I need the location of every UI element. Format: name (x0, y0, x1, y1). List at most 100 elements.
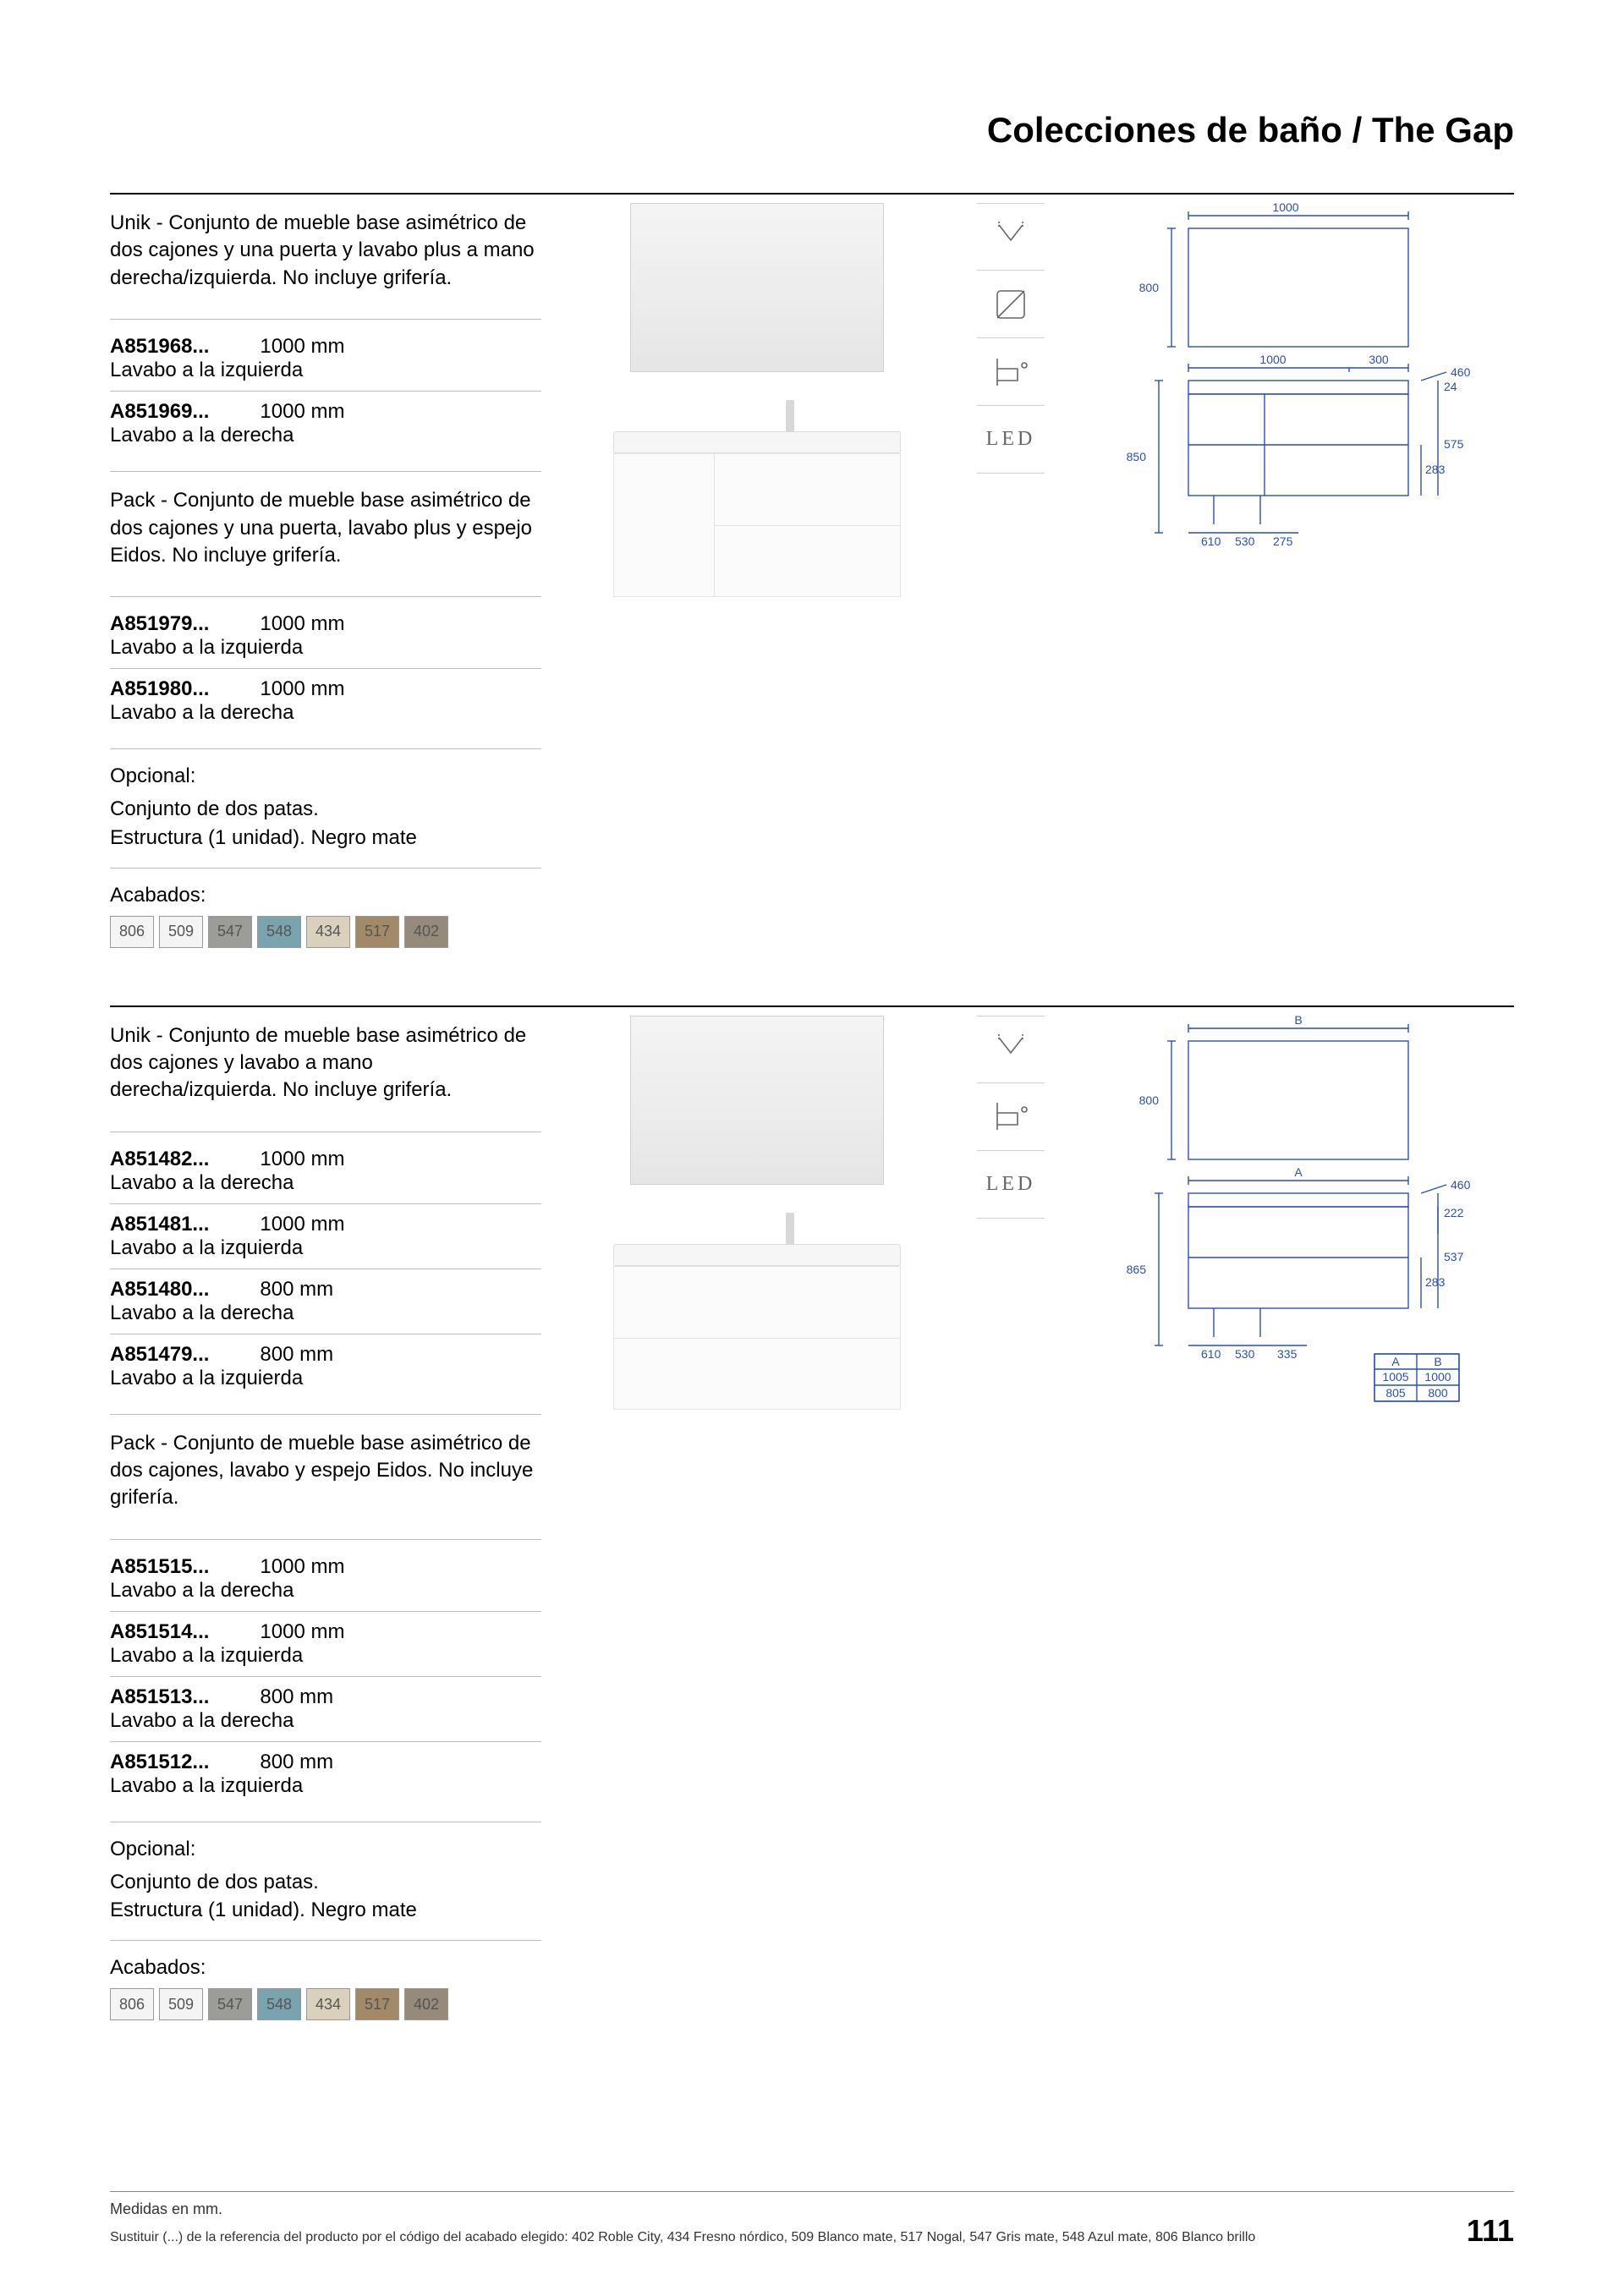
sku-note: Lavabo a la derecha (110, 1579, 541, 1603)
sku-size: 1000 mm (260, 1620, 344, 1644)
sku-code: A851479... (110, 1343, 209, 1367)
sku-group: A851482...1000 mmLavabo a la derechaA851… (110, 1132, 541, 1414)
wall-hung-icon (977, 1083, 1045, 1151)
sku-row: A851513...800 mm (110, 1685, 541, 1709)
wall-hung-icon (977, 338, 1045, 406)
sku-size: 1000 mm (260, 612, 344, 636)
svg-text:1005: 1005 (1382, 1370, 1408, 1384)
measures-note: Medidas en mm. (110, 2200, 1514, 2218)
technical-drawing: B 800 A 460 222 537 283 865 610 530 335 (1104, 1016, 1493, 1413)
sku-size: 1000 mm (260, 335, 344, 359)
optional-label: Opcional: (110, 1838, 541, 1861)
sku-row: A851482...1000 mm (110, 1148, 541, 1171)
finish-swatch: 806 (110, 1988, 154, 2020)
sku-row: A851515... 1000 mm (110, 1555, 541, 1579)
sku-row: A851480... 800 mm (110, 1278, 541, 1301)
finish-swatch: 517 (355, 1988, 399, 2020)
finish-swatch: 402 (404, 916, 448, 948)
sku-code: A851969... (110, 400, 209, 424)
svg-text:460: 460 (1451, 365, 1471, 379)
sku-code: A851514... (110, 1620, 209, 1644)
svg-text:850: 850 (1127, 450, 1147, 463)
svg-text:1000: 1000 (1259, 353, 1286, 366)
finish-swatch: 402 (404, 1988, 448, 2020)
svg-text:275: 275 (1273, 534, 1293, 548)
svg-text:A: A (1391, 1355, 1400, 1368)
sku-note: Lavabo a la izquierda (110, 1774, 541, 1798)
svg-text:575: 575 (1444, 437, 1464, 451)
sku-code: A851515... (110, 1555, 209, 1579)
sku-row: A851980... 1000 mm (110, 677, 541, 701)
sku-group: A851515...1000 mmLavabo a la derechaA851… (110, 1540, 541, 1822)
page-footer: Medidas en mm. Sustituir (...) de la ref… (110, 2191, 1514, 2245)
sku-row: A851979...1000 mm (110, 612, 541, 636)
finish-swatch: 806 (110, 916, 154, 948)
finish-swatch: 548 (257, 1988, 301, 2020)
finish-swatch: 434 (306, 916, 350, 948)
sku-note: Lavabo a la derecha (110, 1171, 541, 1195)
svg-text:283: 283 (1425, 463, 1446, 476)
sku-size: 800 mm (260, 1751, 333, 1774)
led-icon: LED (977, 406, 1045, 474)
sku-row: A851479...800 mm (110, 1343, 541, 1367)
sku-row: A851512... 800 mm (110, 1751, 541, 1774)
sku-size: 1000 mm (260, 1148, 344, 1171)
sku-row: A851514... 1000 mm (110, 1620, 541, 1644)
finish-swatch: 509 (159, 916, 203, 948)
sku-code: A851513... (110, 1685, 209, 1709)
svg-text:805: 805 (1385, 1386, 1406, 1400)
svg-text:800: 800 (1428, 1386, 1448, 1400)
svg-text:537: 537 (1444, 1250, 1464, 1263)
sku-size: 1000 mm (260, 677, 344, 701)
finish-swatch: 509 (159, 1988, 203, 2020)
page-title: Colecciones de baño / The Gap (110, 110, 1514, 151)
sku-note: Lavabo a la derecha (110, 1301, 541, 1325)
svg-text:610: 610 (1201, 534, 1221, 548)
sku-code: A851512... (110, 1751, 209, 1774)
optional-label: Opcional: (110, 764, 541, 788)
product-desc: Pack - Conjunto de mueble base asimétric… (110, 1430, 541, 1512)
sku-group: A851979...1000 mmLavabo a la izquierda A8… (110, 597, 541, 748)
svg-text:1000: 1000 (1424, 1370, 1451, 1384)
optional-text: Conjunto de dos patas.Estructura (1 unid… (110, 795, 541, 852)
sku-note: Lavabo a la izquierda (110, 636, 541, 660)
easy-clean-icon (977, 271, 1045, 338)
sku-row: A851481...1000 mm (110, 1213, 541, 1236)
svg-text:222: 222 (1444, 1206, 1464, 1219)
product-render (575, 1007, 939, 2036)
svg-text:300: 300 (1369, 353, 1389, 366)
sku-code: A851481... (110, 1213, 209, 1236)
svg-text:A: A (1294, 1165, 1303, 1179)
sku-note: Lavabo a la izquierda (110, 1367, 541, 1390)
mirror-image (630, 1016, 884, 1185)
sku-size: 1000 mm (260, 1555, 344, 1579)
sku-note: Lavabo a la derecha (110, 701, 541, 725)
svg-text:865: 865 (1127, 1263, 1147, 1276)
feature-icons: LED (973, 195, 1049, 963)
sku-size: 800 mm (260, 1278, 333, 1301)
sku-note: Lavabo a la izquierda (110, 1236, 541, 1260)
svg-text:800: 800 (1139, 1093, 1160, 1107)
product-desc: Pack - Conjunto de mueble base asimétric… (110, 487, 541, 569)
optional-text: Conjunto de dos patas.Estructura (1 unid… (110, 1868, 541, 1925)
finishes-label: Acabados: (110, 884, 541, 907)
sku-note: Lavabo a la derecha (110, 1709, 541, 1733)
svg-text:610: 610 (1201, 1347, 1221, 1361)
finish-swatch: 548 (257, 916, 301, 948)
page-number: 111 (1467, 2213, 1514, 2249)
basin-image (613, 1244, 901, 1266)
soft-close-icon (977, 1016, 1045, 1083)
sku-note: Lavabo a la izquierda (110, 359, 541, 382)
led-icon: LED (977, 1151, 1045, 1219)
svg-text:335: 335 (1277, 1347, 1298, 1361)
sku-code: A851980... (110, 677, 209, 701)
sku-code: A851480... (110, 1278, 209, 1301)
mirror-image (630, 203, 884, 372)
product-render (575, 195, 939, 963)
sku-row: A851969...1000 mm (110, 400, 541, 424)
svg-text:800: 800 (1139, 281, 1160, 294)
swatch-row: 806509547548434517402 (110, 1988, 541, 2020)
swatch-row: 806509547548434517402 (110, 916, 541, 948)
svg-text:B: B (1434, 1355, 1441, 1368)
sku-note: Lavabo a la izquierda (110, 1644, 541, 1668)
